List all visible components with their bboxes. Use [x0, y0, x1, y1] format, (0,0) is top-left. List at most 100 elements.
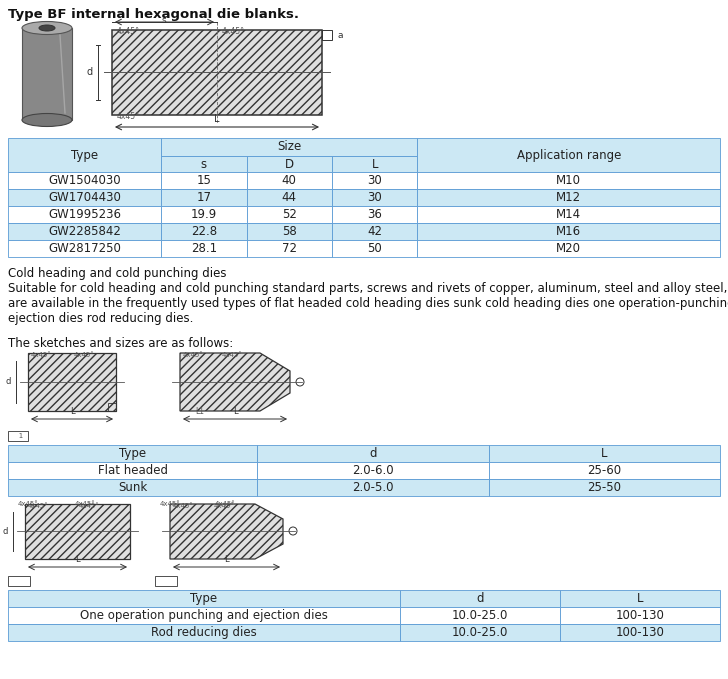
Text: 4x45°: 4x45° — [215, 501, 236, 507]
Polygon shape — [8, 172, 161, 189]
Text: L: L — [75, 555, 79, 564]
Polygon shape — [417, 172, 720, 189]
Text: 4x45°: 4x45° — [117, 27, 140, 36]
Text: 22.8: 22.8 — [191, 225, 217, 238]
Text: d: d — [87, 67, 93, 77]
Text: 1: 1 — [12, 433, 23, 439]
Text: GW2285842: GW2285842 — [48, 225, 121, 238]
Text: Application range: Application range — [516, 149, 621, 162]
Text: 17: 17 — [197, 191, 211, 204]
Polygon shape — [8, 590, 400, 607]
Text: 36: 36 — [367, 208, 382, 221]
Text: 4x45°: 4x45° — [222, 27, 245, 36]
Text: The sketches and sizes are as follows:: The sketches and sizes are as follows: — [8, 337, 233, 350]
Text: Suitable for cold heading and cold punching standard parts, screws and rivets of: Suitable for cold heading and cold punch… — [8, 282, 728, 295]
Ellipse shape — [22, 22, 72, 35]
Text: Flat headed: Flat headed — [98, 464, 167, 477]
Text: 40: 40 — [282, 174, 297, 187]
Text: 15: 15 — [197, 174, 211, 187]
Text: 100-130: 100-130 — [615, 626, 665, 639]
Polygon shape — [247, 240, 332, 257]
Text: M14: M14 — [556, 208, 581, 221]
Text: GW1704430: GW1704430 — [48, 191, 121, 204]
Polygon shape — [8, 479, 257, 496]
Text: Type: Type — [190, 592, 218, 605]
Text: L: L — [601, 447, 608, 460]
Text: Size: Size — [277, 141, 301, 153]
Text: GW2817250: GW2817250 — [48, 242, 121, 255]
Polygon shape — [332, 156, 417, 172]
Polygon shape — [247, 172, 332, 189]
Polygon shape — [332, 172, 417, 189]
Polygon shape — [332, 206, 417, 223]
Polygon shape — [161, 156, 247, 172]
Polygon shape — [112, 30, 322, 115]
Text: 100-130: 100-130 — [615, 609, 665, 622]
Polygon shape — [8, 607, 400, 624]
Polygon shape — [560, 624, 720, 641]
Text: 25-60: 25-60 — [587, 464, 622, 477]
Text: 30: 30 — [368, 191, 382, 204]
Polygon shape — [161, 206, 247, 223]
Text: Type: Type — [119, 447, 146, 460]
Text: Type BF internal hexagonal die blanks.: Type BF internal hexagonal die blanks. — [8, 8, 299, 21]
Text: 72: 72 — [282, 242, 297, 255]
Text: L1: L1 — [196, 407, 205, 416]
Text: 4x45°: 4x45° — [74, 352, 95, 358]
Text: M16: M16 — [556, 225, 581, 238]
Text: 19.9: 19.9 — [191, 208, 217, 221]
Polygon shape — [257, 462, 488, 479]
Polygon shape — [247, 206, 332, 223]
Text: 4x45°: 4x45° — [222, 352, 242, 358]
Polygon shape — [8, 138, 161, 172]
Polygon shape — [417, 189, 720, 206]
Text: 4x45°: 4x45° — [214, 503, 234, 509]
Ellipse shape — [39, 25, 55, 31]
Text: M12: M12 — [556, 191, 581, 204]
Text: 28.1: 28.1 — [191, 242, 217, 255]
Polygon shape — [332, 189, 417, 206]
Polygon shape — [400, 607, 560, 624]
Text: L: L — [371, 158, 378, 170]
Polygon shape — [257, 445, 488, 462]
Polygon shape — [8, 240, 161, 257]
Ellipse shape — [22, 113, 72, 126]
Text: 4x45°: 4x45° — [75, 501, 96, 507]
Text: D: D — [285, 158, 294, 170]
Text: 44: 44 — [282, 191, 297, 204]
Text: L: L — [233, 407, 237, 416]
Text: a: a — [338, 31, 344, 39]
Text: 52: 52 — [282, 208, 297, 221]
Text: L: L — [637, 592, 643, 605]
Polygon shape — [488, 462, 720, 479]
Polygon shape — [22, 28, 72, 120]
Polygon shape — [8, 445, 257, 462]
Polygon shape — [161, 223, 247, 240]
Polygon shape — [417, 206, 720, 223]
Polygon shape — [257, 479, 488, 496]
Text: 4x45°: 4x45° — [18, 501, 39, 507]
Polygon shape — [417, 223, 720, 240]
Text: Type: Type — [71, 149, 98, 162]
Text: 4x45°: 4x45° — [28, 503, 49, 509]
Text: d: d — [369, 447, 376, 460]
Text: d: d — [5, 378, 11, 386]
Text: GW1504030: GW1504030 — [48, 174, 121, 187]
Polygon shape — [488, 445, 720, 462]
Text: L: L — [223, 555, 229, 564]
Polygon shape — [560, 607, 720, 624]
Text: are available in the frequently used types of flat headed cold heading dies sunk: are available in the frequently used typ… — [8, 297, 728, 310]
Polygon shape — [332, 240, 417, 257]
Polygon shape — [332, 223, 417, 240]
Text: s: s — [162, 16, 166, 25]
Polygon shape — [400, 590, 560, 607]
Polygon shape — [8, 189, 161, 206]
Polygon shape — [170, 504, 283, 559]
Text: Sunk: Sunk — [118, 481, 147, 494]
Text: 2.0-6.0: 2.0-6.0 — [352, 464, 394, 477]
Text: 4x45°: 4x45° — [79, 503, 100, 509]
Polygon shape — [400, 624, 560, 641]
Text: 50: 50 — [368, 242, 382, 255]
Text: L: L — [214, 114, 220, 124]
Text: 30: 30 — [368, 174, 382, 187]
